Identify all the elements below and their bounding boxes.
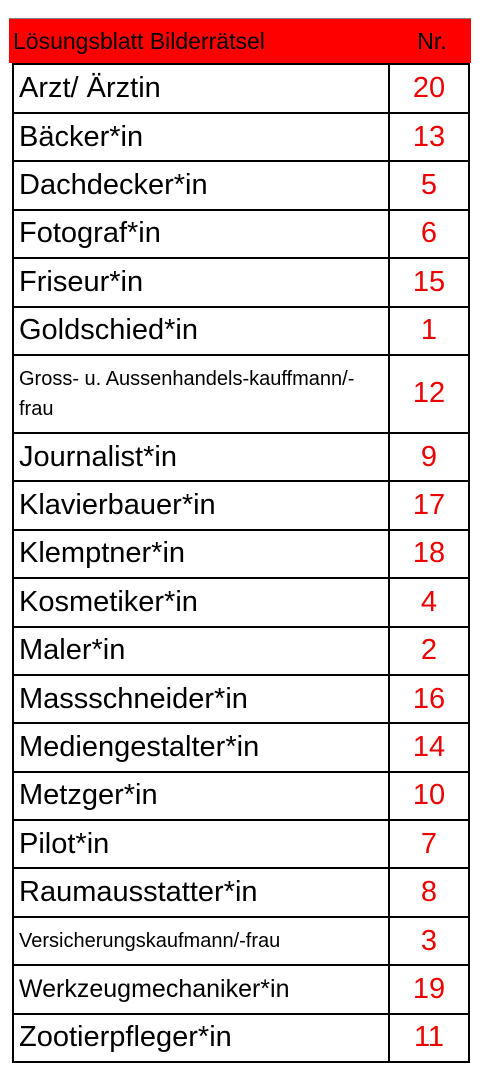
header-title: Lösungsblatt Bilderrätsel (13, 27, 265, 54)
number-cell: 18 (412, 537, 446, 570)
table-row: Bäcker*in 13 (14, 112, 468, 161)
table-row: Journalist*in 9 (14, 431, 468, 481)
number-cell: 4 (420, 585, 438, 618)
number-cell: 8 (420, 876, 438, 909)
number-cell: 19 (412, 972, 446, 1005)
table-row: Raumausstatter*in 8 (14, 867, 468, 916)
table-row: Werkzeugmechaniker*in 19 (14, 964, 468, 1013)
table-row: Versicherungskaufmann/-frau 3 (14, 915, 468, 965)
table-row: Maler*in 2 (14, 625, 468, 674)
profession-cell: Goldschied*in (14, 307, 390, 354)
number-cell: 11 (413, 1021, 445, 1054)
profession-cell: Zootierpfleger*in (14, 1014, 390, 1062)
table-row: Mediengestalter*in 14 (14, 722, 468, 771)
table-row: Klemptner*in 18 (14, 528, 468, 578)
profession-cell: Metzger*in (14, 772, 390, 820)
table-row: Friseur*in 15 (14, 257, 468, 306)
profession-cell: Versicherungskaufmann/-frau (14, 917, 390, 965)
table-row: Arzt/ Ärztin 20 (14, 65, 468, 112)
profession-cell: Massschneider*in (14, 675, 390, 723)
profession-cell: Klavierbauer*in (14, 482, 390, 529)
table-row: Zootierpfleger*in 11 (14, 1012, 468, 1062)
number-cell: 14 (412, 730, 446, 763)
number-cell: 16 (412, 682, 446, 715)
number-cell: 13 (412, 120, 446, 153)
profession-cell: Journalist*in (14, 433, 390, 481)
profession-cell: Werkzeugmechaniker*in (14, 966, 390, 1013)
profession-cell: Fotograf*in (14, 210, 390, 258)
profession-cell: Mediengestalter*in (14, 724, 390, 771)
number-cell: 3 (420, 924, 438, 957)
solution-table: Arzt/ Ärztin 20 Bäcker*in 13 Dachdecker*… (12, 63, 470, 1064)
profession-cell: Klemptner*in (14, 530, 390, 578)
table-row: Pilot*in 7 (14, 819, 468, 868)
profession-cell: Bäcker*in (14, 114, 390, 161)
table-row: Massschneider*in 16 (14, 673, 468, 723)
table-row: Goldschied*in 1 (14, 305, 468, 354)
number-cell: 6 (420, 217, 438, 250)
profession-cell: Arzt/ Ärztin (14, 65, 390, 112)
profession-cell: Kosmetiker*in (14, 579, 390, 626)
profession-cell: Maler*in (14, 627, 390, 674)
number-cell: 5 (420, 169, 438, 202)
table-row: Fotograf*in 6 (14, 208, 468, 258)
table-row: Metzger*in 10 (14, 770, 468, 820)
profession-cell: Dachdecker*in (14, 162, 390, 209)
profession-cell: Raumausstatter*in (14, 869, 390, 916)
number-cell: 17 (412, 489, 446, 522)
profession-cell: Pilot*in (14, 821, 390, 868)
table-row: Dachdecker*in 5 (14, 160, 468, 209)
number-cell: 15 (412, 265, 446, 298)
table-row: Kosmetiker*in 4 (14, 577, 468, 626)
table-row: Gross- u. Aussenhandels-kauffmann/-frau … (14, 353, 468, 432)
profession-cell: Friseur*in (14, 259, 390, 306)
header-nr-label: Nr. (417, 27, 447, 54)
table-header: Lösungsblatt Bilderrätsel Nr. (9, 18, 471, 63)
number-cell: 12 (412, 377, 446, 410)
number-cell: 20 (412, 72, 446, 104)
number-cell: 9 (420, 440, 438, 473)
number-cell: 1 (420, 314, 438, 347)
table-row: Klavierbauer*in 17 (14, 480, 468, 529)
number-cell: 2 (420, 634, 438, 667)
number-cell: 7 (420, 827, 438, 860)
number-cell: 10 (412, 779, 446, 812)
profession-cell: Gross- u. Aussenhandels-kauffmann/-frau (14, 355, 390, 432)
